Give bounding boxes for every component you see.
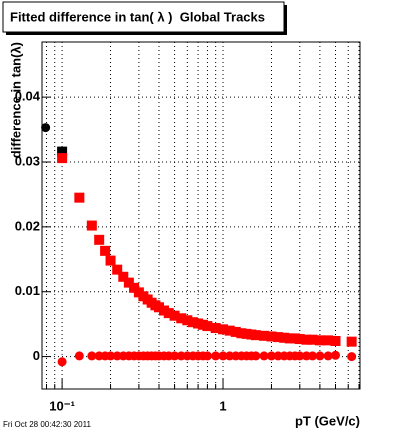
point [106, 351, 116, 361]
point [314, 335, 325, 346]
title-box [2, 1, 285, 33]
point [301, 334, 312, 345]
point [294, 334, 305, 345]
y-tick-label: 0.02 [15, 218, 40, 233]
x-tick-label: 10⁻¹ [49, 398, 75, 413]
point [170, 351, 180, 361]
point [87, 351, 97, 361]
point [323, 351, 333, 361]
point [230, 326, 241, 337]
point [123, 277, 134, 288]
point [94, 234, 105, 245]
y-tick-label: 0.01 [15, 283, 40, 298]
point [57, 146, 68, 157]
point [86, 220, 97, 231]
point [308, 351, 318, 361]
y-tick-label: 0.04 [15, 89, 41, 104]
point [224, 325, 235, 336]
point [211, 351, 221, 361]
point [118, 271, 129, 282]
point [347, 352, 357, 362]
point [307, 334, 318, 345]
point [236, 328, 247, 339]
chart-title: Fitted difference in tan( λ ) Global Tra… [10, 9, 265, 24]
point [330, 350, 340, 360]
y-tick-label: 0 [33, 348, 40, 363]
point [41, 123, 51, 133]
point [74, 192, 85, 203]
point [250, 330, 261, 341]
point [330, 336, 341, 347]
point [100, 245, 111, 256]
point [346, 336, 357, 347]
point [315, 351, 325, 361]
point [57, 357, 67, 367]
point [169, 310, 180, 321]
point [74, 351, 84, 361]
point [259, 351, 269, 361]
point [182, 315, 193, 326]
point [210, 323, 221, 334]
point [202, 351, 212, 361]
point [153, 302, 164, 313]
point [218, 351, 228, 361]
point [202, 321, 213, 332]
point [57, 153, 68, 164]
point [251, 351, 261, 361]
x-axis-title: pT (GeV/c) [295, 413, 360, 428]
point [295, 351, 305, 361]
point [105, 255, 116, 266]
point [323, 335, 334, 346]
y-tick-label: 0.03 [15, 153, 40, 168]
point [273, 332, 284, 343]
point [163, 308, 174, 319]
point [266, 331, 277, 342]
x-tick-label: 1 [219, 398, 226, 413]
y-axis-title: difference in tan(λ) [8, 42, 23, 158]
footer: Fri Oct 28 00:42:30 2011 [3, 420, 91, 429]
point [284, 333, 295, 344]
point [218, 324, 229, 335]
point [279, 332, 290, 343]
point [259, 330, 270, 341]
point [112, 264, 123, 275]
plot-frame [41, 41, 361, 390]
point [176, 313, 187, 324]
point [266, 351, 276, 361]
point [187, 317, 198, 328]
